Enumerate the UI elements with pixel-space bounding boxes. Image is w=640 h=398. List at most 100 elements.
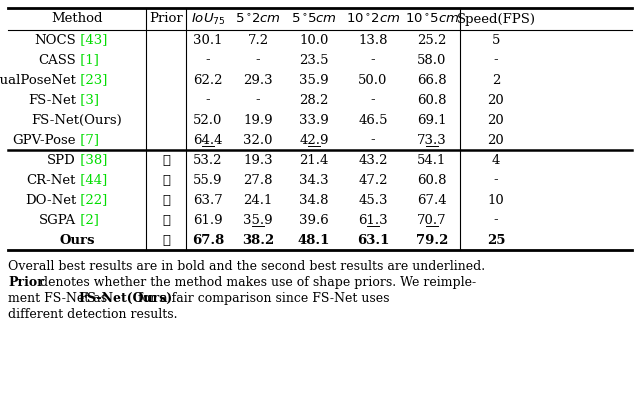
Text: GPV-Pose: GPV-Pose — [13, 133, 76, 146]
Text: 42.9: 42.9 — [300, 133, 329, 146]
Text: [22]: [22] — [76, 193, 108, 207]
Text: FS-Net(Ours): FS-Net(Ours) — [78, 292, 172, 305]
Text: -: - — [371, 94, 375, 107]
Text: SPD: SPD — [47, 154, 76, 166]
Text: $IoU_{75}$: $IoU_{75}$ — [191, 12, 225, 27]
Text: 32.0: 32.0 — [243, 133, 273, 146]
Text: 35.9: 35.9 — [299, 74, 329, 86]
Text: 54.1: 54.1 — [417, 154, 447, 166]
Text: 50.0: 50.0 — [358, 74, 388, 86]
Text: Prior: Prior — [8, 276, 44, 289]
Text: [2]: [2] — [76, 213, 99, 226]
Text: 45.3: 45.3 — [358, 193, 388, 207]
Text: 20: 20 — [488, 94, 504, 107]
Text: 64.4: 64.4 — [193, 133, 223, 146]
Text: 10: 10 — [488, 193, 504, 207]
Text: ✓: ✓ — [162, 213, 170, 226]
Text: 20: 20 — [488, 133, 504, 146]
Text: [7]: [7] — [76, 133, 99, 146]
Text: 73.3: 73.3 — [417, 133, 447, 146]
Text: 34.3: 34.3 — [299, 174, 329, 187]
Text: 63.1: 63.1 — [357, 234, 389, 246]
Text: CR-Net: CR-Net — [27, 174, 76, 187]
Text: 28.2: 28.2 — [300, 94, 329, 107]
Text: [44]: [44] — [76, 174, 108, 187]
Text: 25.2: 25.2 — [417, 33, 447, 47]
Text: 19.9: 19.9 — [243, 113, 273, 127]
Text: 47.2: 47.2 — [358, 174, 388, 187]
Text: 7.2: 7.2 — [248, 33, 269, 47]
Text: [38]: [38] — [76, 154, 108, 166]
Text: 53.2: 53.2 — [193, 154, 223, 166]
Text: ment FS-Net as: ment FS-Net as — [8, 292, 111, 305]
Text: 67.4: 67.4 — [417, 193, 447, 207]
Text: ✓: ✓ — [162, 174, 170, 187]
Text: 79.2: 79.2 — [416, 234, 448, 246]
Text: 23.5: 23.5 — [300, 53, 329, 66]
Text: -: - — [256, 53, 260, 66]
Text: 19.3: 19.3 — [243, 154, 273, 166]
Text: 60.8: 60.8 — [417, 94, 447, 107]
Text: 21.4: 21.4 — [300, 154, 329, 166]
Text: ✓: ✓ — [162, 234, 170, 246]
Text: FS-Net: FS-Net — [28, 94, 76, 107]
Text: 35.9: 35.9 — [243, 213, 273, 226]
Text: -: - — [371, 133, 375, 146]
Text: 55.9: 55.9 — [193, 174, 223, 187]
Text: 46.5: 46.5 — [358, 113, 388, 127]
Text: [3]: [3] — [76, 94, 99, 107]
Text: 34.8: 34.8 — [300, 193, 329, 207]
Text: denotes whether the method makes use of shape priors. We reimple-: denotes whether the method makes use of … — [36, 276, 476, 289]
Text: 29.3: 29.3 — [243, 74, 273, 86]
Text: 43.2: 43.2 — [358, 154, 388, 166]
Text: -: - — [205, 94, 211, 107]
Text: for a fair comparison since FS-Net uses: for a fair comparison since FS-Net uses — [134, 292, 390, 305]
Text: Method: Method — [51, 12, 103, 25]
Text: 70.7: 70.7 — [417, 213, 447, 226]
Text: $10^\circ\!5cm$: $10^\circ\!5cm$ — [405, 12, 459, 25]
Text: 27.8: 27.8 — [243, 174, 273, 187]
Text: 66.8: 66.8 — [417, 74, 447, 86]
Text: 60.8: 60.8 — [417, 174, 447, 187]
Text: -: - — [256, 94, 260, 107]
Text: Prior: Prior — [149, 12, 183, 25]
Text: -: - — [205, 53, 211, 66]
Text: 67.8: 67.8 — [192, 234, 224, 246]
Text: 39.6: 39.6 — [299, 213, 329, 226]
Text: Overall best results are in bold and the second best results are underlined.: Overall best results are in bold and the… — [8, 260, 485, 273]
Text: -: - — [371, 53, 375, 66]
Text: 13.8: 13.8 — [358, 33, 388, 47]
Text: 10.0: 10.0 — [300, 33, 329, 47]
Text: 30.1: 30.1 — [193, 33, 223, 47]
Text: 63.7: 63.7 — [193, 193, 223, 207]
Text: 61.3: 61.3 — [358, 213, 388, 226]
Text: 24.1: 24.1 — [243, 193, 273, 207]
Text: NOCS: NOCS — [35, 33, 76, 47]
Text: 20: 20 — [488, 113, 504, 127]
Text: 5: 5 — [492, 33, 500, 47]
Text: -: - — [493, 213, 499, 226]
Text: 4: 4 — [492, 154, 500, 166]
Text: ✓: ✓ — [162, 154, 170, 166]
Text: $5^\circ\!5cm$: $5^\circ\!5cm$ — [291, 12, 337, 25]
Text: FS-Net(Ours): FS-Net(Ours) — [31, 113, 122, 127]
Text: [23]: [23] — [76, 74, 108, 86]
Text: ✓: ✓ — [162, 193, 170, 207]
Text: -: - — [493, 174, 499, 187]
Text: [1]: [1] — [76, 53, 99, 66]
Text: $10^\circ\!2cm$: $10^\circ\!2cm$ — [346, 12, 400, 25]
Text: 38.2: 38.2 — [242, 234, 274, 246]
Text: different detection results.: different detection results. — [8, 308, 177, 321]
Text: SGPA: SGPA — [39, 213, 76, 226]
Text: 58.0: 58.0 — [417, 53, 447, 66]
Text: $5^\circ\!2cm$: $5^\circ\!2cm$ — [235, 12, 281, 25]
Text: 48.1: 48.1 — [298, 234, 330, 246]
Text: Speed(FPS): Speed(FPS) — [456, 12, 536, 25]
Text: 52.0: 52.0 — [193, 113, 223, 127]
Text: 33.9: 33.9 — [299, 113, 329, 127]
Text: [43]: [43] — [76, 33, 108, 47]
Text: 69.1: 69.1 — [417, 113, 447, 127]
Text: 25: 25 — [487, 234, 505, 246]
Text: -: - — [493, 53, 499, 66]
Text: DualPoseNet: DualPoseNet — [0, 74, 76, 86]
